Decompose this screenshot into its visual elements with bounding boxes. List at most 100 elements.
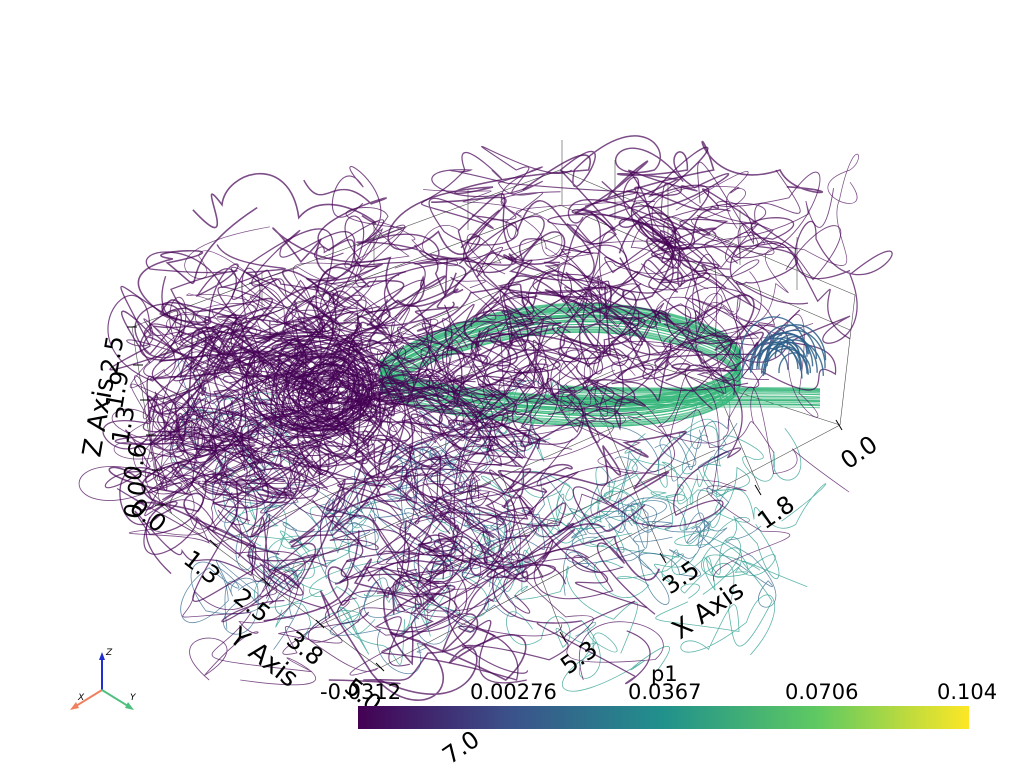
streamline xyxy=(320,590,527,701)
streamline xyxy=(340,559,527,684)
z-axis-label: Z xyxy=(105,648,113,658)
streamline xyxy=(133,412,265,525)
streamline xyxy=(630,502,673,549)
streamline xyxy=(142,378,352,448)
y-tick-label: 1.3 xyxy=(178,545,225,591)
streamline xyxy=(406,338,536,427)
streamline xyxy=(558,312,676,403)
streamline xyxy=(256,335,372,428)
streamline xyxy=(149,382,217,464)
streamline xyxy=(692,298,819,418)
streamline xyxy=(741,341,803,379)
streamline xyxy=(626,169,731,249)
streamline xyxy=(262,286,364,379)
streamline xyxy=(775,334,809,354)
orientation-axes-widget[interactable]: Z X Y xyxy=(60,640,150,720)
streamline xyxy=(116,466,292,546)
streamline xyxy=(328,598,495,685)
streamline xyxy=(661,461,722,545)
streamline xyxy=(766,341,808,367)
streamline xyxy=(214,244,335,376)
streamline xyxy=(180,561,271,624)
x-tick-label: 3.5 xyxy=(657,555,704,600)
streamline xyxy=(277,328,550,449)
streamline xyxy=(137,206,258,329)
y-tick-label: 2.5 xyxy=(228,583,275,629)
x-tick-label: 0.0 xyxy=(835,430,882,475)
streamline xyxy=(545,213,760,311)
colorbar-tick-label: 0.104 xyxy=(937,680,998,704)
streamline xyxy=(356,209,517,297)
streamline xyxy=(544,212,677,360)
streamline xyxy=(582,302,725,395)
streamline xyxy=(380,522,636,661)
streamline xyxy=(189,570,299,681)
streamline xyxy=(735,153,859,335)
z-tick-label: 1.3 xyxy=(106,404,140,446)
z-arrow-head xyxy=(99,652,105,660)
x-tick-label: 7.0 xyxy=(437,725,484,768)
streamline xyxy=(170,320,284,420)
streamline xyxy=(153,263,271,359)
streamline xyxy=(134,395,326,610)
streamline xyxy=(762,339,824,376)
streamline xyxy=(252,335,374,437)
streamline xyxy=(697,161,842,281)
streamline xyxy=(701,516,780,579)
streamline xyxy=(243,355,360,449)
streamline xyxy=(344,207,406,288)
streamline xyxy=(627,386,850,493)
streamline xyxy=(161,301,399,373)
streamline xyxy=(756,332,814,367)
streamline xyxy=(329,581,427,674)
z-tick-label: 0.6 xyxy=(118,441,152,483)
streamline xyxy=(497,378,622,493)
streamline xyxy=(574,140,824,214)
streamline xyxy=(394,519,576,614)
streamline xyxy=(372,468,447,560)
streamline xyxy=(188,389,240,457)
streamline xyxy=(128,446,278,544)
streamline xyxy=(405,445,502,534)
streamline xyxy=(275,560,381,643)
streamline xyxy=(114,409,318,499)
streamline xyxy=(134,448,280,556)
streamline xyxy=(431,145,637,207)
streamline xyxy=(377,318,483,375)
streamline xyxy=(241,343,360,439)
streamline xyxy=(761,220,893,391)
streamline xyxy=(660,169,801,225)
streamline xyxy=(245,335,364,430)
z-tick-label: 1.9 xyxy=(100,369,134,411)
streamline xyxy=(417,437,541,580)
tick-marks xyxy=(127,326,843,672)
streamline xyxy=(280,304,467,380)
streamline xyxy=(253,361,372,457)
streamline xyxy=(263,558,456,666)
streamline xyxy=(272,227,446,327)
x-arrow-head xyxy=(70,702,79,710)
streamlines xyxy=(78,135,893,701)
streamline xyxy=(245,328,370,432)
streamline xyxy=(655,594,775,656)
streamline xyxy=(571,498,667,539)
x-axis-arrow xyxy=(75,689,103,707)
streamline xyxy=(251,229,426,321)
streamline xyxy=(405,458,491,546)
streamline xyxy=(148,297,273,415)
streamline xyxy=(565,282,654,420)
streamline xyxy=(421,317,736,396)
streamline xyxy=(410,379,646,451)
streamline xyxy=(422,189,563,261)
streamline xyxy=(651,294,764,382)
colorbar-title: p1 xyxy=(651,662,678,686)
streamline xyxy=(482,349,597,433)
streamline xyxy=(432,540,517,617)
streamline xyxy=(119,427,259,575)
streamline xyxy=(410,533,529,674)
streamline xyxy=(275,339,384,427)
streamline xyxy=(291,262,379,356)
colorbar-gradient xyxy=(358,706,969,729)
